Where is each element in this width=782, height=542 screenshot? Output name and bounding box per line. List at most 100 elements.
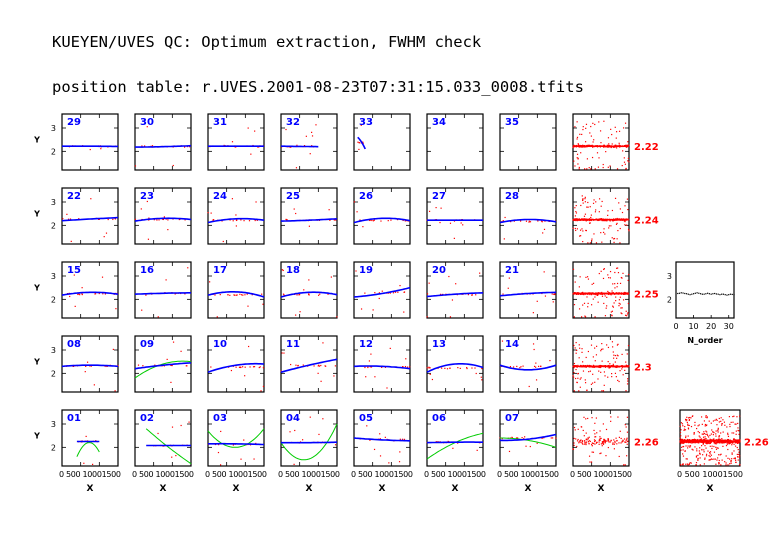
data-point — [260, 390, 262, 392]
data-point — [320, 380, 322, 382]
all-data-point — [681, 439, 683, 441]
data-point — [282, 293, 285, 295]
data-point — [626, 455, 628, 457]
all-data-point — [690, 441, 692, 443]
data-point — [387, 220, 389, 222]
data-point — [573, 371, 575, 374]
all-data-point — [731, 452, 733, 454]
all-data-point — [727, 435, 730, 438]
data-point — [451, 299, 454, 301]
all-data-point — [718, 440, 720, 442]
data-point — [622, 293, 625, 295]
fit-line — [61, 216, 119, 222]
data-point — [358, 148, 360, 151]
all-data-point — [710, 454, 713, 456]
data-point — [587, 242, 589, 244]
order-label: 13 — [432, 339, 446, 350]
order-label: 11 — [286, 339, 300, 350]
data-point — [600, 205, 602, 207]
data-point — [543, 228, 546, 230]
x-axis-label: X — [233, 484, 240, 494]
all-data-point — [713, 438, 715, 440]
all-data-point — [733, 441, 736, 443]
data-point — [302, 439, 304, 441]
all-data-point — [729, 463, 731, 465]
all-data-point — [721, 459, 723, 461]
data-point — [70, 240, 72, 242]
data-point — [614, 271, 616, 274]
order-panel-35 — [499, 113, 557, 171]
all-data-point — [737, 427, 739, 429]
y-axis-label: Y — [33, 136, 40, 145]
data-point — [585, 366, 587, 368]
data-point — [401, 438, 404, 440]
all-data-point — [729, 441, 731, 444]
data-point — [591, 382, 594, 384]
data-point — [575, 368, 577, 371]
order-panel-22 — [61, 187, 119, 245]
all-data-point — [724, 461, 726, 463]
all-data-point — [706, 439, 708, 442]
all-data-point — [709, 453, 711, 455]
data-point — [540, 220, 543, 222]
all-data-point — [713, 458, 715, 460]
all-data-point — [726, 426, 728, 428]
order-panel-28-border — [499, 187, 557, 245]
data-point — [592, 282, 595, 284]
data-point — [618, 130, 621, 132]
all-data-point — [688, 417, 690, 419]
all-data-point — [686, 441, 688, 443]
data-point — [600, 348, 603, 350]
all-data-point — [696, 448, 698, 450]
all-data-point — [729, 439, 731, 442]
all-data-point — [709, 441, 712, 443]
all-data-point — [679, 441, 681, 443]
data-point — [90, 198, 92, 200]
all-data-point — [715, 433, 717, 435]
data-point — [624, 224, 626, 226]
data-point — [145, 294, 147, 296]
all-data-point — [686, 438, 689, 441]
data-point — [378, 292, 380, 294]
order-label: 03 — [213, 413, 227, 424]
data-point — [598, 211, 600, 213]
order-label: 31 — [213, 117, 227, 128]
data-point — [584, 213, 587, 215]
all-data-point — [700, 441, 703, 443]
data-point — [626, 353, 628, 355]
data-point — [481, 367, 483, 370]
all-data-point — [685, 435, 687, 437]
all-data-point — [727, 432, 729, 434]
data-point — [578, 168, 580, 170]
data-point — [585, 356, 587, 359]
data-point — [606, 144, 608, 146]
all-data-point — [735, 442, 737, 444]
data-point — [588, 436, 590, 438]
data-point — [101, 276, 104, 278]
data-point — [582, 361, 584, 363]
data-point — [235, 225, 237, 227]
data-point — [582, 240, 584, 243]
data-point — [607, 210, 609, 212]
all-data-point — [702, 440, 704, 442]
data-point — [622, 127, 625, 129]
data-point — [141, 145, 143, 147]
all-data-point — [680, 438, 682, 441]
n-order-point — [692, 293, 695, 295]
data-point — [590, 461, 593, 463]
row-median-label: 2.3 — [634, 362, 652, 373]
data-point — [608, 441, 610, 443]
order-panel-18-border — [280, 261, 338, 319]
data-point — [112, 348, 114, 351]
data-point — [581, 146, 583, 148]
data-point — [320, 364, 322, 367]
data-point — [575, 229, 577, 232]
data-point — [610, 146, 612, 149]
data-point — [355, 270, 357, 272]
data-point — [429, 367, 431, 369]
all-data-point — [737, 459, 739, 461]
data-point — [262, 385, 265, 388]
n-order-x-tick: 0 — [673, 322, 678, 331]
data-point — [607, 274, 609, 276]
all-data-point — [735, 459, 737, 461]
